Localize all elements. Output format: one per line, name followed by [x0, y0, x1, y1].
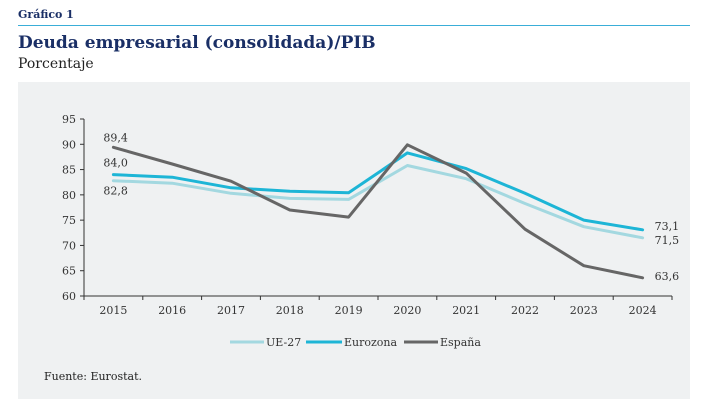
- chart-subtitle: Porcentaje: [18, 56, 94, 72]
- series-line-espa-a: [111, 143, 645, 280]
- x-tick-label: 2016: [158, 304, 186, 317]
- x-tick-label: 2024: [629, 304, 657, 317]
- legend-label-ue-27: UE-27: [266, 336, 301, 349]
- legend-label-eurozona: Eurozona: [344, 336, 397, 349]
- y-tick-label: 65: [62, 265, 76, 278]
- data-label: 89,4: [103, 131, 128, 144]
- data-label: 63,6: [655, 270, 680, 283]
- data-label: 71,5: [655, 234, 680, 247]
- figure-label: Gráfico 1: [18, 8, 74, 21]
- y-tick-label: 70: [62, 239, 76, 252]
- annotations: 89,4 84,0 82,8 73,171,5 63,6: [103, 131, 679, 282]
- legend-label-espa-a: España: [440, 336, 481, 349]
- chart-panel: 60 65 70 75 80 85 90 95 2015 2016 2017 2018 2019 2020…: [18, 82, 690, 399]
- source-note: Fuente: Eurostat.: [44, 370, 142, 383]
- y-tick-label: 85: [62, 164, 76, 177]
- x-tick-label: 2020: [393, 304, 421, 317]
- axes: 60 65 70 75 80 85 90 95 2015 2016 2017 2018 2019 2020…: [62, 113, 673, 317]
- series-line-eurozona: [111, 151, 645, 232]
- y-tick-label: 95: [62, 113, 76, 126]
- x-tick-label: 2019: [335, 304, 363, 317]
- x-tick-label: 2023: [570, 304, 598, 317]
- x-tick-label: 2021: [452, 304, 480, 317]
- series-line-ue-27: [111, 164, 645, 240]
- chart-title: Deuda empresarial (consolidada)/PIB: [18, 33, 376, 53]
- x-tick-label: 2015: [99, 304, 127, 317]
- y-tick-label: 90: [62, 138, 76, 151]
- series-lines: [111, 143, 645, 280]
- x-tick-label: 2018: [276, 304, 304, 317]
- data-label: 73,1: [655, 220, 680, 233]
- legend: UE-27 Eurozona España: [230, 336, 481, 349]
- data-label: 82,8: [103, 185, 128, 198]
- y-tick-label: 80: [62, 189, 76, 202]
- x-tick-label: 2022: [511, 304, 539, 317]
- y-tick-label: 60: [62, 290, 76, 303]
- x-tick-label: 2017: [217, 304, 245, 317]
- data-label: 84,0: [103, 157, 128, 170]
- line-chart: 60 65 70 75 80 85 90 95 2015 2016 2017 2018 2019 2020…: [62, 113, 679, 349]
- top-rule: [18, 25, 690, 26]
- y-tick-label: 75: [62, 214, 76, 227]
